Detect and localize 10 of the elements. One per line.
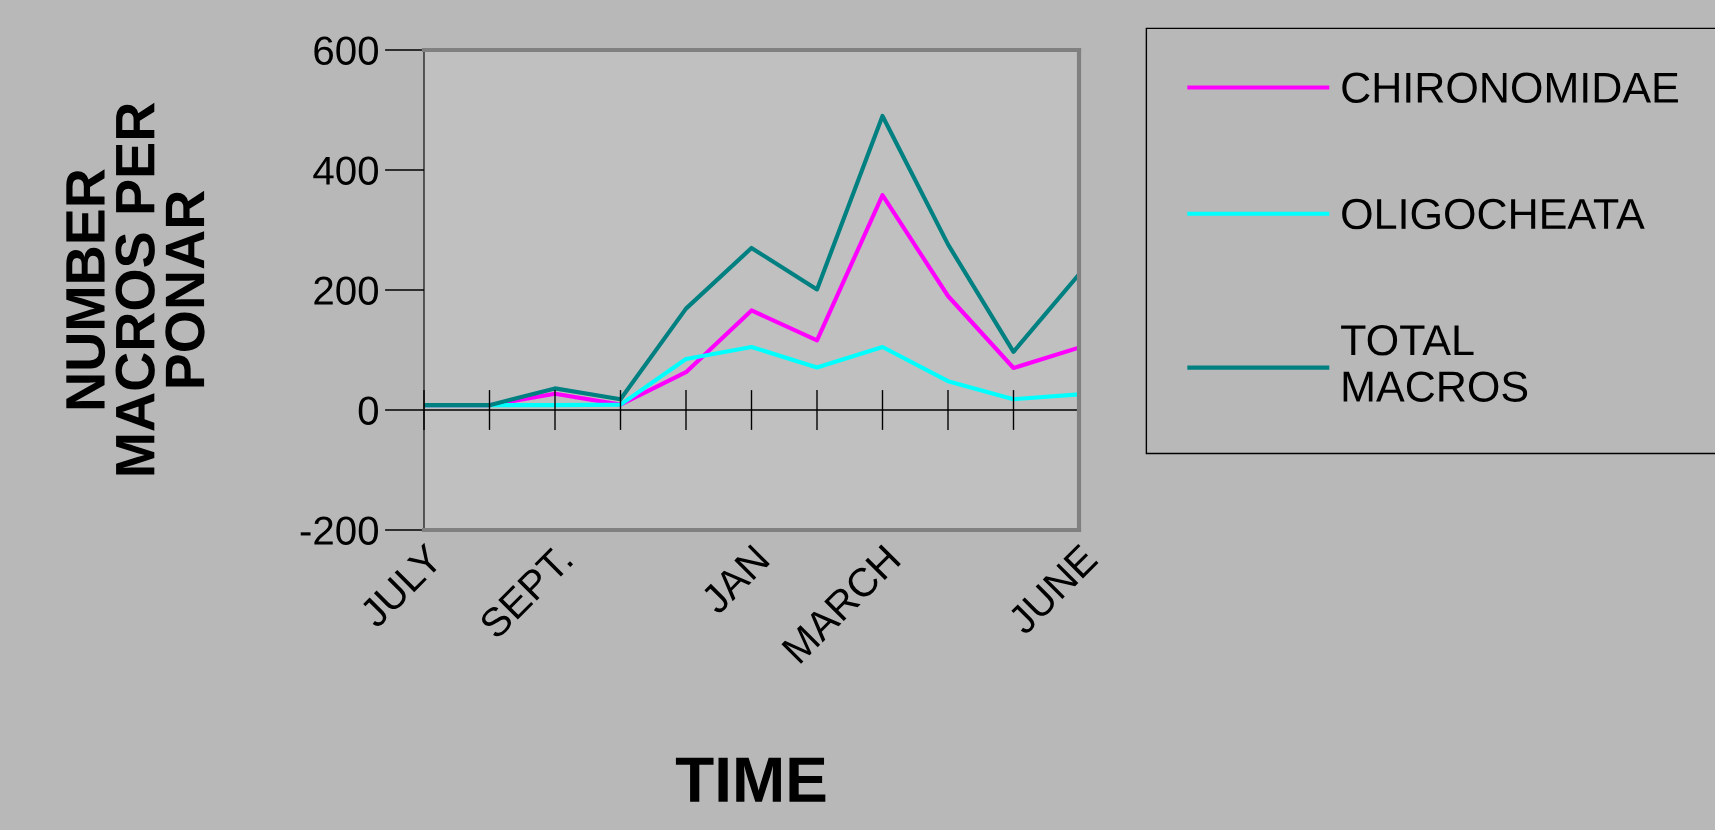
legend-label: TOTAL MACROS — [1341, 325, 1528, 402]
legend-label: CHIRONOMIDAE — [1342, 72, 1678, 104]
y-tick-label: -200 — [300, 516, 378, 545]
legend-label: OLIGOCHEATA — [1342, 198, 1645, 230]
y-tick-label: 200 — [314, 276, 378, 305]
y-tick-label: 0 — [358, 396, 378, 425]
y-tick-label: 600 — [314, 36, 378, 65]
y-axis-title: NUMBER MACROS PER PONAR — [66, 102, 205, 475]
y-tick-label: 400 — [313, 156, 378, 185]
x-axis-title: TIME — [675, 757, 826, 802]
